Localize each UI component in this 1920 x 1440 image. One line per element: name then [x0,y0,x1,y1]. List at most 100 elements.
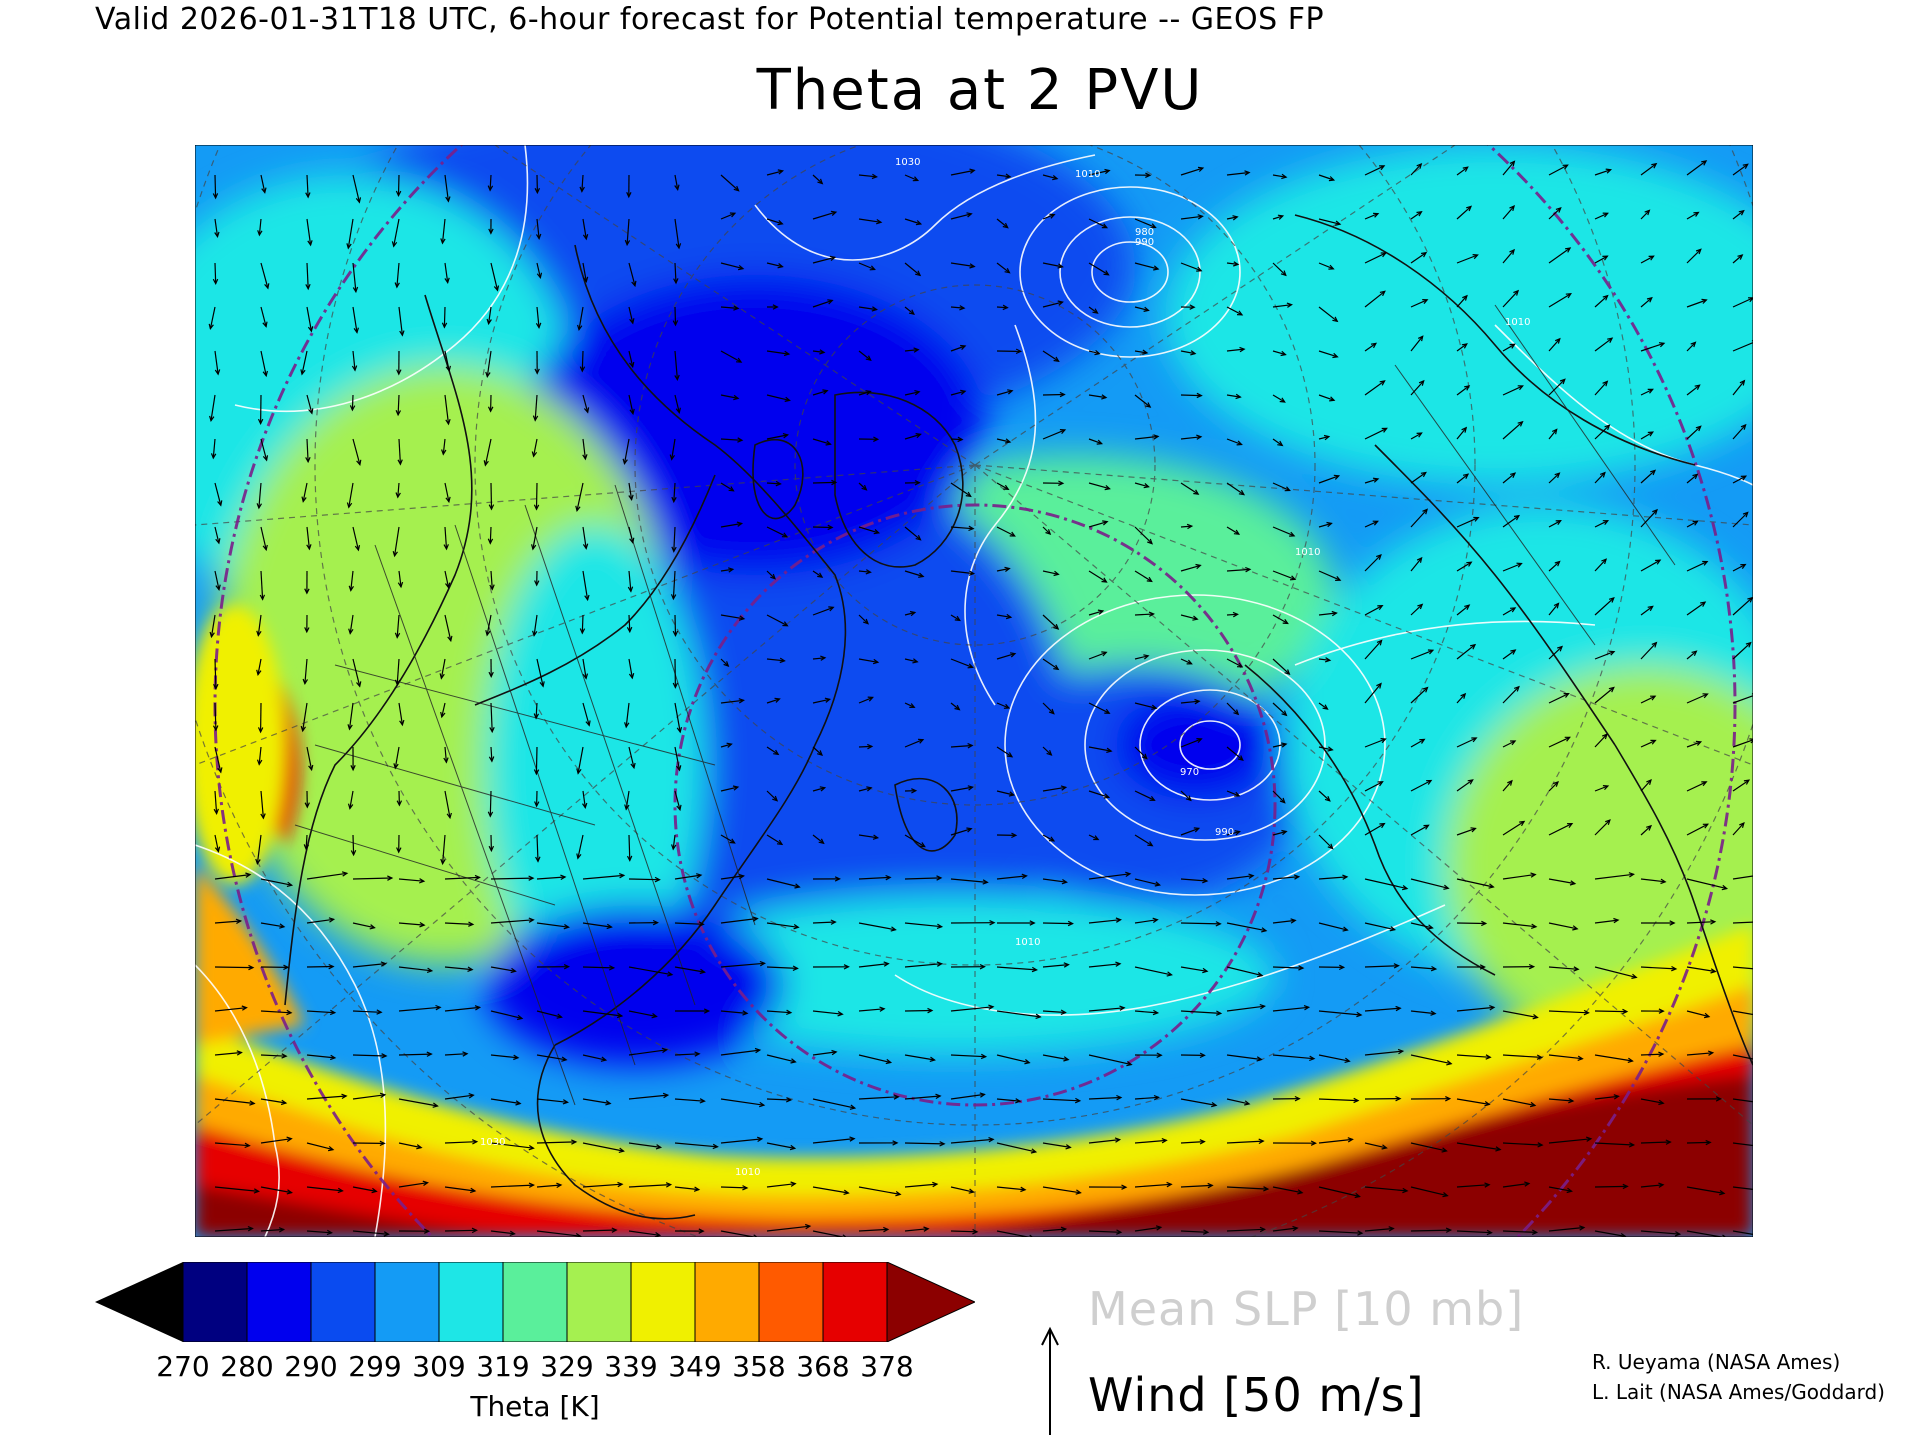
wind-vector-head [1516,562,1523,568]
wind-vector-head [830,210,838,216]
wind-vector-head [1074,1097,1082,1104]
wind-vector-head [1422,299,1429,304]
wind-vector-head [286,881,294,887]
wind-vector [904,1183,938,1188]
wind-vector [1318,1230,1363,1234]
wind-vector [1318,306,1338,322]
wind-vector-head [1608,686,1615,693]
wind-vector-head [259,594,266,601]
wind-vector [1548,1226,1585,1232]
wind-vector [1640,1184,1664,1188]
wind-vector-head [1423,824,1430,830]
wind-vector-head [1192,615,1199,621]
colorbar-tick-label: 309 [412,1350,466,1383]
wind-vector-head [257,230,263,237]
wind-vector-head [533,713,540,720]
wind-vector [858,1054,891,1064]
wind-vector-head [1053,623,1060,630]
wind-vector-head [753,1234,758,1237]
wind-vector-head [738,615,746,621]
wind-vector [623,438,630,464]
wind-vector [628,1049,667,1056]
wind-vector-head [1422,686,1429,693]
wind-vector-head [849,1104,857,1110]
wind-vector-head [1261,927,1268,933]
wind-vector [1088,1007,1125,1012]
wind-vector-head [629,408,635,416]
wind-vector-head [488,504,495,511]
wind-vector-head [1215,921,1222,927]
wind-vector-head [371,1187,378,1194]
wind-vector-head [1102,520,1109,526]
wind-vector [1456,427,1467,440]
wind-vector [260,1186,292,1194]
wind-vector [1272,658,1290,675]
wind-vector [1226,922,1267,932]
wind-vector [1134,306,1149,311]
wind-vector [1180,215,1203,220]
wind-vector-head [1553,602,1560,609]
wind-vector-head [1334,220,1342,226]
wind-vector-head [1602,785,1610,791]
wind-vector [996,702,1010,709]
wind-vector-head [968,1188,975,1194]
wind-vector [444,526,448,550]
wind-vector-head [353,327,359,334]
wind-vector [720,394,739,399]
wind-vector [214,1186,259,1192]
wind-vector [1226,658,1243,668]
wind-vector-head [1647,431,1655,437]
wind-vector [720,522,742,528]
wind-vector-head [1166,971,1173,977]
wind-vector [1226,568,1251,572]
wind-vector [766,262,783,268]
wind-vector-head [1622,1183,1629,1190]
wind-vector [1180,394,1202,397]
wind-vector-head [304,627,310,634]
wind-vector-head [1422,508,1429,515]
wind-vector-head [1185,795,1192,802]
wind-vector [812,526,833,529]
wind-vector [444,1053,468,1056]
wind-vector-head [1388,1226,1395,1232]
wind-vector-head [1236,662,1244,668]
wind-vector [1180,700,1200,704]
wind-vector [1134,350,1148,354]
wind-vector [306,918,334,924]
wind-vector [1732,1054,1753,1060]
wind-vector [1456,295,1468,308]
wind-vector-head [909,703,916,708]
wind-vector-head [618,1147,625,1153]
wind-vector-head [583,407,590,414]
wind-vector [720,262,744,270]
wind-vector [1686,1010,1710,1018]
wind-vector [766,1010,791,1014]
wind-vector [490,966,516,972]
wind-vector-head [1154,881,1162,887]
wind-vector-head [819,786,827,792]
colorbar-tick-label: 290 [284,1350,338,1383]
wind-vector-head [1284,669,1291,676]
wind-vector-head [1344,1057,1351,1063]
wind-vector-head [608,965,616,971]
wind-vector [1640,779,1652,792]
wind-vector [1318,1138,1353,1144]
slp-contour-label: 1010 [1015,937,1040,948]
wind-vector [1594,966,1637,978]
wind-vector-head [736,521,744,527]
wind-vector [1548,922,1578,930]
wind-vector [1318,570,1341,581]
wind-vector-head [576,853,582,860]
colorbar-box [438,1262,504,1342]
wind-vector-head [1003,484,1010,490]
wind-vector-head [1053,570,1060,577]
wind-vector-head [256,503,263,510]
wind-vector-head [1003,703,1011,709]
wind-vector-head [256,630,262,637]
colorbar-box [822,1262,888,1342]
wind-vector-head [1416,162,1423,169]
colorbar-tick-label: 270 [156,1350,210,1383]
wind-vector [490,746,493,762]
wind-vector [720,834,735,844]
wind-vector-head [1007,389,1014,395]
